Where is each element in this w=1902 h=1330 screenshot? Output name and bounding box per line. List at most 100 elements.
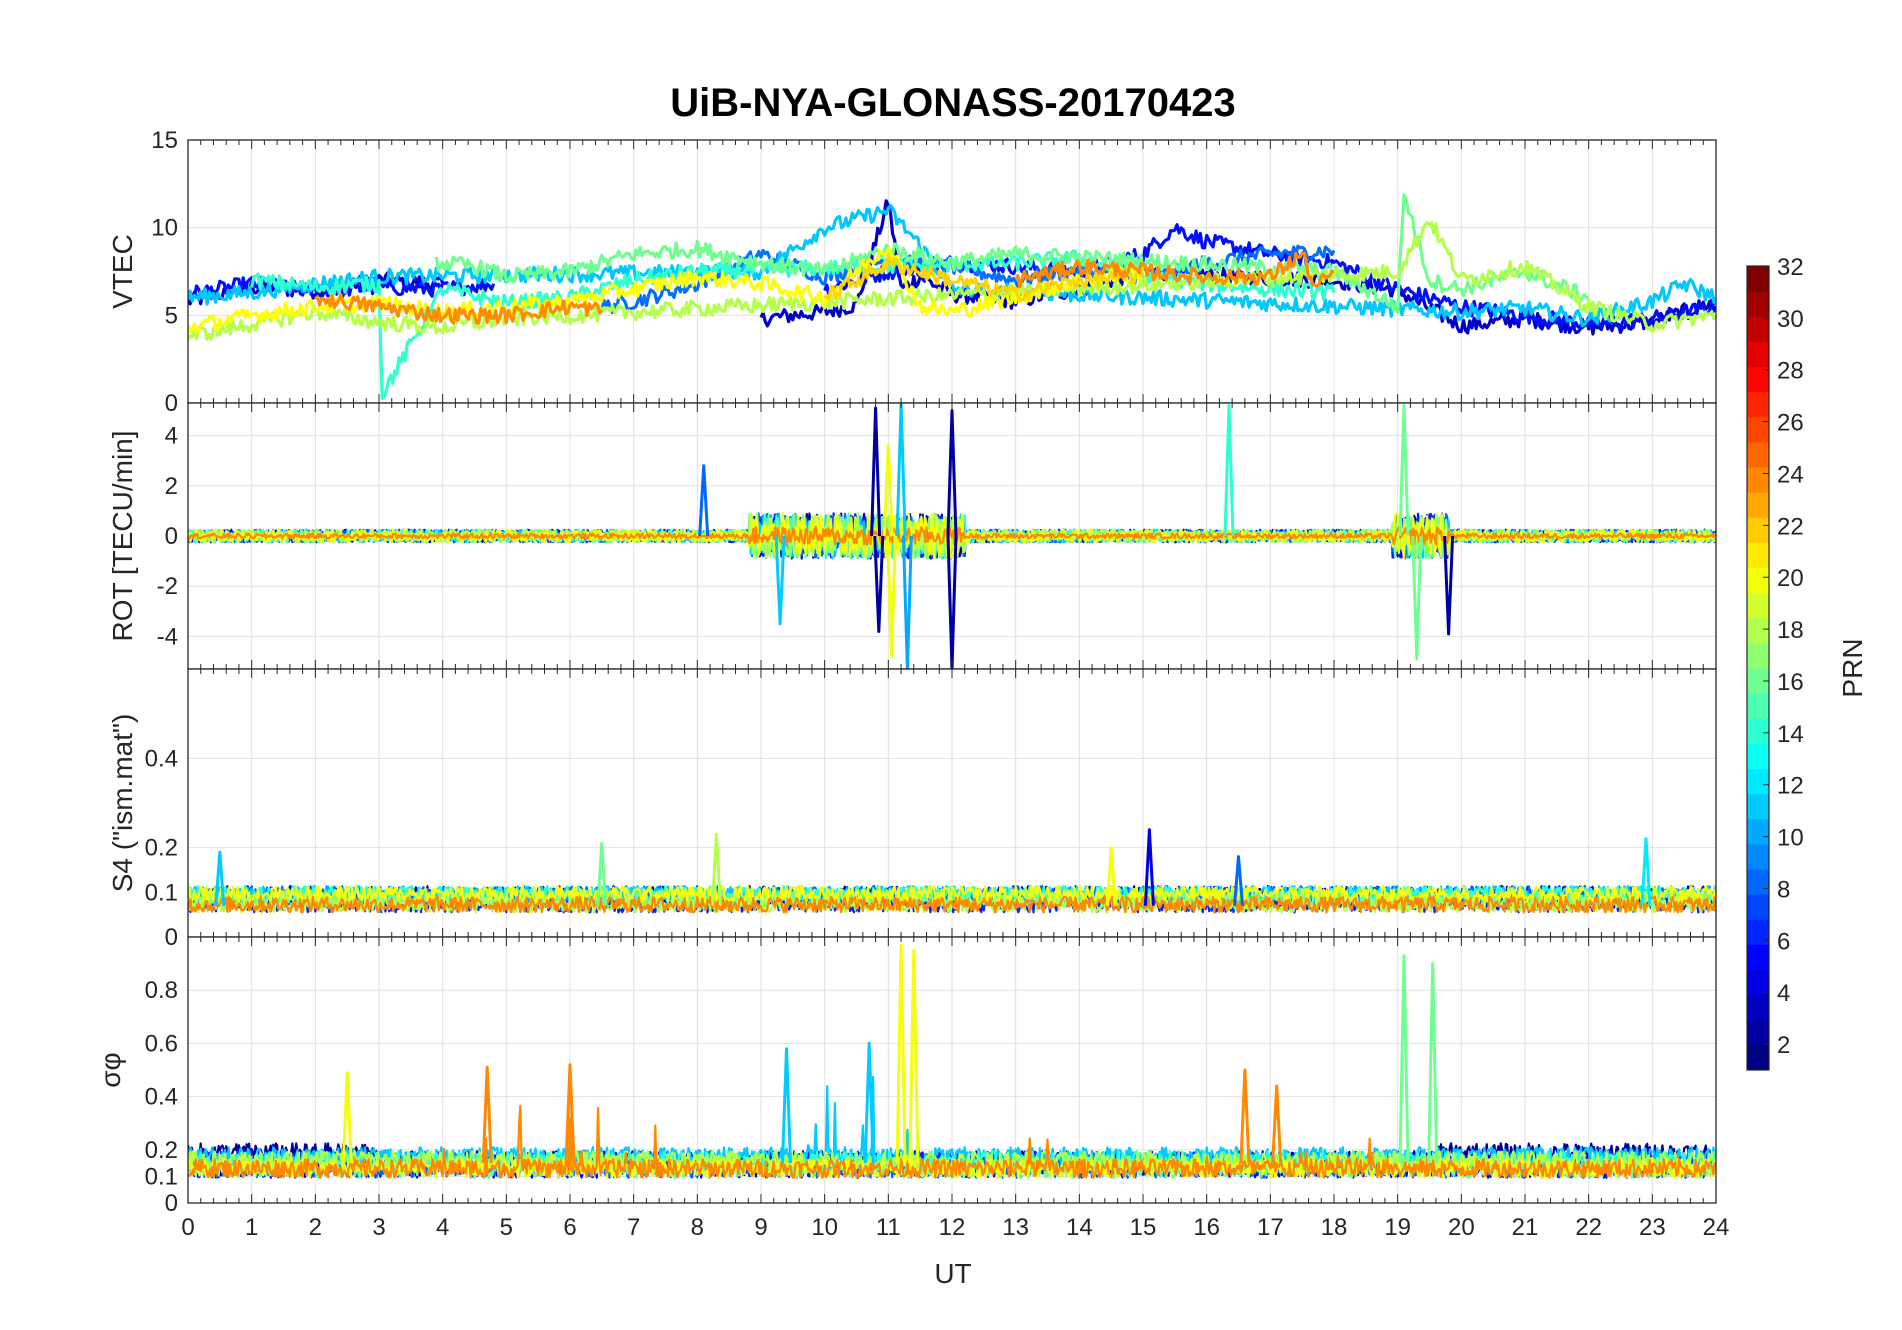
colorbar-label: PRN xyxy=(1837,638,1868,697)
x-tick-label: 18 xyxy=(1321,1214,1348,1241)
x-tick-label: 10 xyxy=(811,1214,838,1241)
colorbar-segment xyxy=(1747,919,1769,945)
x-tick-label: 16 xyxy=(1193,1214,1220,1241)
y-tick-label: 4 xyxy=(165,423,178,450)
x-tick-label: 5 xyxy=(500,1214,513,1241)
x-tick-label: 15 xyxy=(1130,1214,1157,1241)
colorbar-tick-label: 28 xyxy=(1777,358,1804,385)
x-tick-label: 7 xyxy=(627,1214,640,1241)
y-tick-label: 0.2 xyxy=(145,835,178,862)
y-tick-label: 0.2 xyxy=(145,1137,178,1164)
colorbar-segment xyxy=(1747,392,1769,418)
colorbar-segment xyxy=(1747,743,1769,769)
colorbar-segment xyxy=(1747,517,1769,543)
colorbar-segment xyxy=(1747,593,1769,619)
colorbar-segment xyxy=(1747,995,1769,1021)
panel-1: 0 5 10 15 VTEC xyxy=(107,127,1716,417)
colorbar-segment xyxy=(1747,819,1769,845)
x-tick-label: 1 xyxy=(245,1214,258,1241)
colorbar-tick-label: 10 xyxy=(1777,825,1804,852)
colorbar-segment xyxy=(1747,693,1769,719)
x-tick-label: 9 xyxy=(754,1214,767,1241)
panel-2: 4 2 0 -2 -4 ROT [TECU/min] xyxy=(107,403,1716,669)
x-tick-label: 0 xyxy=(181,1214,194,1241)
colorbar-segment xyxy=(1747,266,1769,292)
y-axis-label: VTEC xyxy=(107,234,138,309)
x-axis-label: UT xyxy=(934,1258,971,1289)
y-tick-label: 0.1 xyxy=(145,879,178,906)
colorbar-tick-label: 32 xyxy=(1777,254,1804,281)
colorbar-tick-label: 22 xyxy=(1777,513,1804,540)
x-tick-label: 2 xyxy=(309,1214,322,1241)
colorbar-segment xyxy=(1747,894,1769,920)
colorbar-segment xyxy=(1747,869,1769,895)
x-tick-label: 8 xyxy=(691,1214,704,1241)
x-tick-label: 14 xyxy=(1066,1214,1093,1241)
colorbar-segment xyxy=(1747,568,1769,594)
colorbar-tick-label: 16 xyxy=(1777,669,1804,696)
colorbar-segment xyxy=(1747,291,1769,317)
y-tick-label: 0.6 xyxy=(145,1030,178,1057)
colorbar-tick-label: 30 xyxy=(1777,306,1804,333)
x-tick-label: 24 xyxy=(1703,1214,1730,1241)
x-tick-label: 19 xyxy=(1384,1214,1411,1241)
colorbar-tick-label: 4 xyxy=(1777,980,1790,1007)
x-tick-label: 4 xyxy=(436,1214,449,1241)
x-tick-label: 13 xyxy=(1002,1214,1029,1241)
x-tick-label: 22 xyxy=(1575,1214,1602,1241)
panel-4: 00.10.20.40.60.8σφ xyxy=(95,937,1716,1217)
y-tick-label: -2 xyxy=(157,573,178,600)
colorbar-segment xyxy=(1747,417,1769,443)
x-tick-label: 12 xyxy=(939,1214,966,1241)
colorbar-tick-label: 24 xyxy=(1777,461,1804,488)
colorbar-segment xyxy=(1747,618,1769,644)
colorbar-segment xyxy=(1747,970,1769,996)
y-axis-label: ROT [TECU/min] xyxy=(107,430,138,641)
y-tick-label: 0 xyxy=(165,390,178,417)
y-tick-label: 0 xyxy=(165,1190,178,1217)
colorbar-segment xyxy=(1747,643,1769,669)
y-tick-label: 0.4 xyxy=(145,745,178,772)
y-tick-label: 0.8 xyxy=(145,977,178,1004)
y-tick-label: 0 xyxy=(165,924,178,951)
colorbar-segment xyxy=(1747,316,1769,342)
y-tick-label: 0.4 xyxy=(145,1084,178,1111)
colorbar-segment xyxy=(1747,442,1769,468)
x-tick-label: 20 xyxy=(1448,1214,1475,1241)
colorbar-tick-label: 8 xyxy=(1777,876,1790,903)
x-tick-label: 21 xyxy=(1512,1214,1539,1241)
chart-title: UiB-NYA-GLONASS-20170423 xyxy=(670,81,1235,125)
colorbar-segment xyxy=(1747,492,1769,518)
colorbar-segment xyxy=(1747,1020,1769,1046)
y-tick-label: 10 xyxy=(151,215,178,242)
x-tick-label: 3 xyxy=(372,1214,385,1241)
colorbar-tick-label: 18 xyxy=(1777,617,1804,644)
x-tick-label: 17 xyxy=(1257,1214,1284,1241)
y-axis-label: S4 ("ism.mat") xyxy=(107,714,138,893)
colorbar-tick-label: 6 xyxy=(1777,928,1790,955)
y-tick-label: 5 xyxy=(165,302,178,329)
colorbar-tick-label: 14 xyxy=(1777,721,1804,748)
y-tick-label: 2 xyxy=(165,473,178,500)
y-tick-label: -4 xyxy=(157,623,178,650)
x-tick-label: 11 xyxy=(876,1214,901,1241)
colorbar-tick-label: 26 xyxy=(1777,410,1804,437)
colorbar-segment xyxy=(1747,944,1769,970)
colorbar-segment xyxy=(1747,341,1769,367)
colorbar-segment xyxy=(1747,844,1769,870)
colorbar-tick-label: 12 xyxy=(1777,773,1804,800)
y-tick-label: 15 xyxy=(151,127,178,154)
x-tick-label: 23 xyxy=(1639,1214,1666,1241)
colorbar-segment xyxy=(1747,367,1769,393)
y-tick-label: 0 xyxy=(165,523,178,550)
panel-3: 0 0.1 0.2 0.4 S4 ("ism.mat") xyxy=(107,669,1716,951)
colorbar-segment xyxy=(1747,769,1769,795)
colorbar-tick-label: 2 xyxy=(1777,1032,1790,1059)
colorbar-segment xyxy=(1747,542,1769,568)
colorbar-segment xyxy=(1747,467,1769,493)
colorbar-tick-label: 20 xyxy=(1777,565,1804,592)
x-tick-label: 6 xyxy=(563,1214,576,1241)
